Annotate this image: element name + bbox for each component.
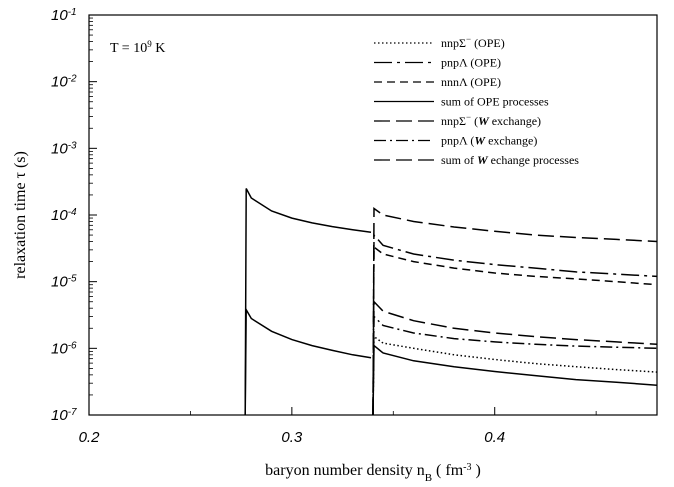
series-line-pnpLambda_w [372,314,658,416]
legend-label-part: exchange) [489,114,541,128]
y-axis-label: relaxation time τ (s) [12,151,29,279]
x-axis-label-units-open: ( fm [432,462,464,479]
y-tick-base: 10 [51,74,68,91]
annotation-exponent: 9 [147,39,152,49]
legend-label-nnpSigma_w: nnpΣ− (W exchange) [441,112,541,128]
annotation-unit: K [152,41,166,56]
legend-label-part: W [474,134,486,148]
legend: nnpΣ− (OPE)pnpΛ (OPE)nnnΛ (OPE)sum of OP… [374,34,579,167]
series-line-sum_ope [244,188,372,416]
x-axis-label-subscript: B [425,472,432,484]
x-axis-ticks: 0.2 0.3 0.4 [79,407,597,446]
legend-label-part: nnpΣ [441,36,466,50]
x-tick-label: 0.3 [281,429,303,446]
y-tick-exponent: -7 [68,407,77,418]
series-line-nnpSigma_ope [372,335,658,416]
y-tick-base: 10 [51,7,68,24]
legend-label-part: sum of OPE processes [441,95,549,109]
x-axis-label-units-close: ) [472,462,481,479]
y-tick-base: 10 [51,207,68,224]
series-line-pnpLambda_ope [372,233,658,416]
y-tick-base: 10 [51,140,68,157]
series-line-sum_ope [372,344,658,416]
series-line-nnpSigma_w [372,299,658,416]
x-axis-label-text: baryon number density n [265,462,425,479]
series-layer [244,188,658,416]
x-axis-label-units-exponent: -3 [463,462,471,473]
y-tick-exponent: -2 [68,73,77,84]
legend-label-part: − [466,112,471,122]
legend-label-part: (OPE) [471,36,505,50]
y-tick-label: 10-1 [51,7,77,25]
series-line-sum_ope [244,306,372,416]
x-tick-label: 0.4 [484,429,505,446]
legend-label-sum_w: sum of W echange processes [441,153,579,167]
x-axis-label: baryon number density nB ( fm-3 ) [265,462,481,485]
legend-label-nnpSigma_ope: nnpΣ− (OPE) [441,34,505,50]
y-tick-exponent: -6 [68,340,77,351]
legend-label-part: ( [471,114,478,128]
temperature-annotation: T = 109 K [110,39,165,56]
y-tick-exponent: -4 [68,207,77,218]
y-tick-exponent: -5 [68,273,77,284]
legend-label-part: W [477,153,489,167]
x-tick-label: 0.2 [79,429,101,446]
y-tick-base: 10 [51,407,68,424]
legend-label-pnpLambda_ope: pnpΛ (OPE) [441,56,501,70]
legend-label-nnnLambda_ope: nnnΛ (OPE) [441,75,501,89]
annotation-main: T = 10 [110,41,147,56]
y-tick-base: 10 [51,340,68,357]
y-tick-label: 10-4 [51,207,77,225]
y-tick-label: 10-3 [51,140,77,158]
y-tick-label: 10-6 [51,340,77,358]
legend-label-part: pnpΛ ( [441,134,474,148]
series-line-nnnLambda_ope [372,245,658,416]
legend-label-part: sum of [441,153,477,167]
legend-label-sum_ope: sum of OPE processes [441,95,549,109]
y-tick-exponent: -3 [68,140,77,151]
y-tick-base: 10 [51,274,68,291]
y-tick-label: 10-2 [51,73,77,91]
legend-label-pnpLambda_w: pnpΛ (W exchange) [441,134,537,148]
series-line-sum_w [372,207,658,416]
legend-label-part: W [478,114,490,128]
legend-label-part: exchange) [485,134,537,148]
y-tick-label: 10-5 [51,273,77,291]
legend-label-part: pnpΛ (OPE) [441,56,501,70]
y-axis-ticks: 10-710-610-510-410-310-210-1 [51,7,97,425]
legend-label-part: − [466,34,471,44]
legend-label-part: nnpΣ [441,114,466,128]
legend-label-part: nnnΛ (OPE) [441,75,501,89]
y-tick-exponent: -1 [68,7,77,18]
legend-label-part: echange processes [488,153,580,167]
y-tick-label: 10-7 [51,407,77,425]
